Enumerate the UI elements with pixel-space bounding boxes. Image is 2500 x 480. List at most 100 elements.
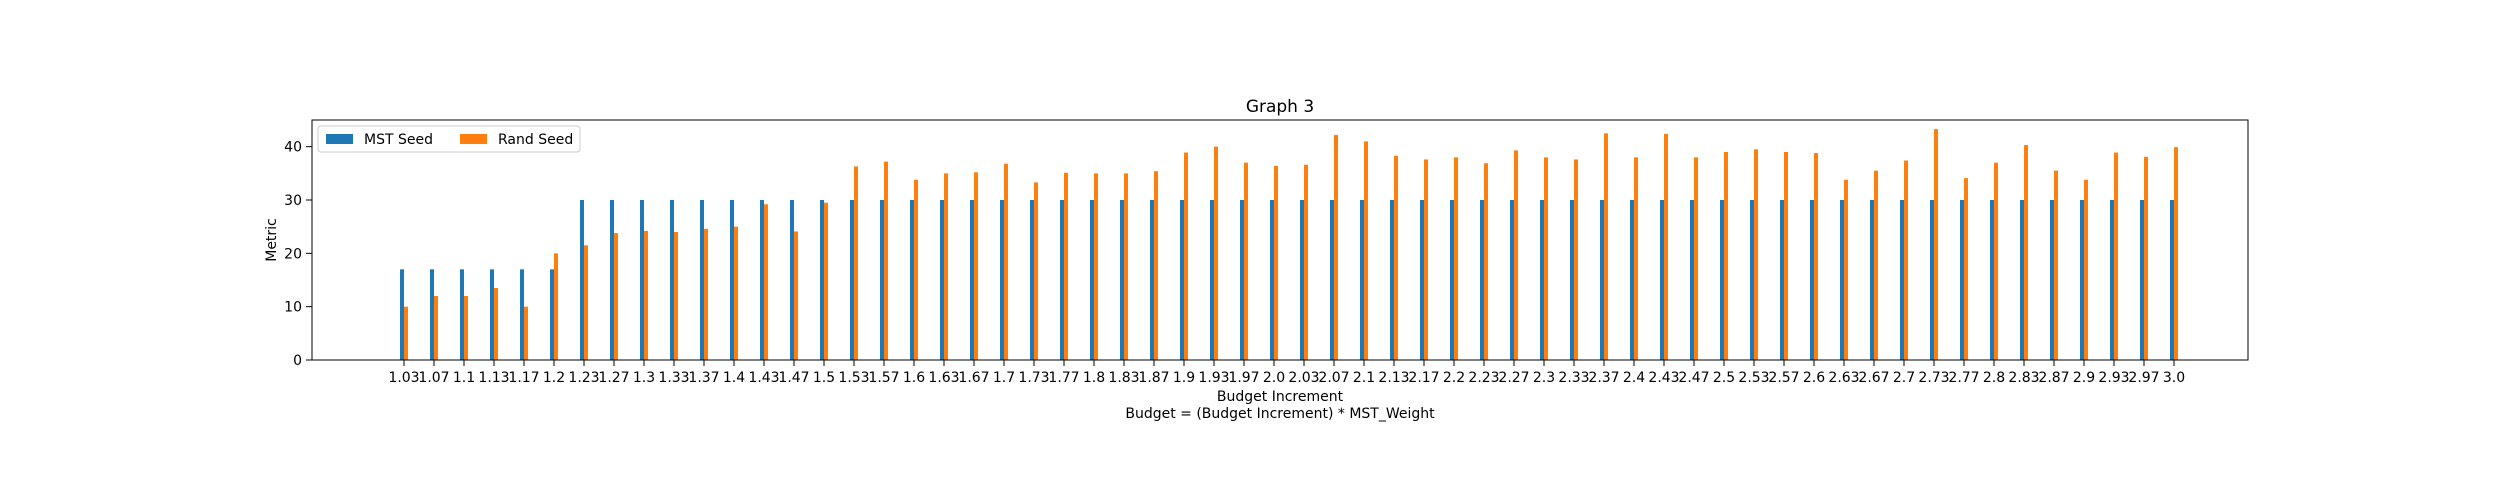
x-tick-label: 1.6 bbox=[903, 370, 925, 386]
bar-mst-seed-1.7 bbox=[1000, 200, 1004, 360]
bar-rand-seed-1.3 bbox=[644, 230, 648, 360]
bar-rand-seed-1.47 bbox=[794, 231, 798, 360]
x-tick-label: 2.3 bbox=[1533, 370, 1555, 386]
bar-mst-seed-2.37 bbox=[1600, 200, 1604, 360]
bar-mst-seed-1.33 bbox=[670, 200, 674, 360]
x-tick-label: 1.07 bbox=[418, 370, 449, 386]
x-tick-label: 2.9 bbox=[2073, 370, 2095, 386]
bar-rand-seed-1.6 bbox=[914, 179, 918, 360]
y-axis: 0 10 20 30 40 bbox=[284, 140, 312, 369]
bar-mst-seed-1.43 bbox=[760, 200, 764, 360]
bar-rand-seed-1.4 bbox=[734, 226, 738, 360]
x-tick-label: 1.93 bbox=[1198, 370, 1229, 386]
x-tick-label: 2.6 bbox=[1803, 370, 1825, 386]
bar-rand-seed-1.17 bbox=[524, 306, 528, 360]
bar-rand-seed-2.63 bbox=[1844, 179, 1848, 360]
x-tick-label: 1.43 bbox=[748, 370, 779, 386]
x-tick-label: 1.97 bbox=[1228, 370, 1259, 386]
x-tick-label: 1.33 bbox=[658, 370, 689, 386]
x-tick-label: 2.8 bbox=[1983, 370, 2005, 386]
bar-mst-seed-1.6 bbox=[910, 200, 914, 360]
bar-rand-seed-3.0 bbox=[2174, 147, 2178, 360]
x-tick-label: 2.57 bbox=[1768, 370, 1799, 386]
x-axis-sublabel: Budget = (Budget Increment) * MST_Weight bbox=[1125, 406, 1435, 422]
bar-mst-seed-1.83 bbox=[1120, 200, 1124, 360]
bar-rand-seed-1.1 bbox=[464, 296, 468, 360]
bar-mst-seed-2.7 bbox=[1900, 200, 1904, 360]
x-tick-label: 2.1 bbox=[1353, 370, 1375, 386]
bar-rand-seed-2.73 bbox=[1934, 129, 1938, 360]
bar-mst-seed-2.3 bbox=[1540, 200, 1544, 360]
bar-mst-seed-1.8 bbox=[1090, 200, 1094, 360]
bar-rand-seed-1.7 bbox=[1004, 163, 1008, 360]
x-tick-label: 1.7 bbox=[993, 370, 1015, 386]
bar-mst-seed-1.87 bbox=[1150, 200, 1154, 360]
legend-label-rand-seed: Rand Seed bbox=[498, 132, 573, 148]
bar-rand-seed-1.97 bbox=[1244, 162, 1248, 360]
bar-rand-seed-2.2 bbox=[1454, 157, 1458, 360]
bar-mst-seed-2.87 bbox=[2050, 200, 2054, 360]
x-tick-label: 2.7 bbox=[1893, 370, 1915, 386]
bar-mst-seed-2.27 bbox=[1510, 200, 1514, 360]
x-tick-label: 1.67 bbox=[958, 370, 989, 386]
bar-mst-seed-2.17 bbox=[1420, 200, 1424, 360]
legend-swatch-rand-seed bbox=[460, 134, 487, 144]
bar-rand-seed-1.23 bbox=[584, 245, 588, 360]
x-tick-label: 2.47 bbox=[1678, 370, 1709, 386]
bar-rand-seed-2.9 bbox=[2084, 179, 2088, 360]
bar-mst-seed-2.0 bbox=[1270, 200, 1274, 360]
x-tick-label: 1.8 bbox=[1083, 370, 1105, 386]
x-tick-label: 2.53 bbox=[1738, 370, 1769, 386]
bar-rand-seed-1.73 bbox=[1034, 182, 1038, 360]
bar-mst-seed-2.97 bbox=[2140, 200, 2144, 360]
y-tick-label: 10 bbox=[284, 300, 302, 316]
x-tick-label: 1.23 bbox=[568, 370, 599, 386]
chart-title: Graph 3 bbox=[1246, 97, 1314, 117]
x-tick-label: 1.83 bbox=[1108, 370, 1139, 386]
bar-mst-seed-1.23 bbox=[580, 200, 584, 360]
bar-mst-seed-1.4 bbox=[730, 200, 734, 360]
bar-rand-seed-2.0 bbox=[1274, 165, 1278, 360]
bar-mst-seed-1.77 bbox=[1060, 200, 1064, 360]
bar-rand-seed-2.17 bbox=[1424, 159, 1428, 360]
bar-rand-seed-1.93 bbox=[1214, 146, 1218, 360]
x-tick-label: 1.37 bbox=[688, 370, 719, 386]
bar-rand-seed-1.43 bbox=[764, 204, 768, 360]
x-tick-label: 2.83 bbox=[2008, 370, 2039, 386]
x-tick-label: 2.37 bbox=[1588, 370, 1619, 386]
bar-rand-seed-1.9 bbox=[1184, 152, 1188, 360]
legend: MST Seed Rand Seed bbox=[317, 125, 581, 153]
x-tick-label: 1.77 bbox=[1048, 370, 1079, 386]
y-tick-label: 20 bbox=[284, 246, 302, 262]
x-tick-label: 1.53 bbox=[838, 370, 869, 386]
bar-rand-seed-2.57 bbox=[1784, 152, 1788, 360]
bar-rand-seed-2.87 bbox=[2054, 170, 2058, 360]
x-tick-label: 1.73 bbox=[1018, 370, 1049, 386]
bar-mst-seed-2.4 bbox=[1630, 200, 1634, 360]
bar-mst-seed-2.6 bbox=[1810, 200, 1814, 360]
bar-rand-seed-2.3 bbox=[1544, 157, 1548, 360]
bar-rand-seed-1.07 bbox=[434, 296, 438, 360]
bar-mst-seed-2.2 bbox=[1450, 200, 1454, 360]
bar-rand-seed-1.87 bbox=[1154, 171, 1158, 360]
bar-rand-seed-1.83 bbox=[1124, 173, 1128, 360]
bar-rand-seed-2.67 bbox=[1874, 170, 1878, 360]
y-axis-label: Metric bbox=[264, 218, 280, 262]
bars-group bbox=[400, 129, 2178, 360]
x-tick-label: 1.27 bbox=[598, 370, 629, 386]
x-tick-label: 2.43 bbox=[1648, 370, 1679, 386]
x-tick-label: 2.17 bbox=[1408, 370, 1439, 386]
bar-mst-seed-1.47 bbox=[790, 200, 794, 360]
bar-rand-seed-1.77 bbox=[1064, 172, 1068, 360]
x-tick-label: 2.07 bbox=[1318, 370, 1349, 386]
bar-mst-seed-1.97 bbox=[1240, 200, 1244, 360]
bar-mst-seed-1.73 bbox=[1030, 200, 1034, 360]
bar-rand-seed-2.7 bbox=[1904, 160, 1908, 360]
bar-rand-seed-1.37 bbox=[704, 228, 708, 360]
x-tick-label: 2.73 bbox=[1918, 370, 1949, 386]
bar-mst-seed-2.23 bbox=[1480, 200, 1484, 360]
x-tick-label: 1.87 bbox=[1138, 370, 1169, 386]
x-tick-label: 2.63 bbox=[1828, 370, 1859, 386]
bar-mst-seed-1.93 bbox=[1210, 200, 1214, 360]
x-tick-label: 2.13 bbox=[1378, 370, 1409, 386]
